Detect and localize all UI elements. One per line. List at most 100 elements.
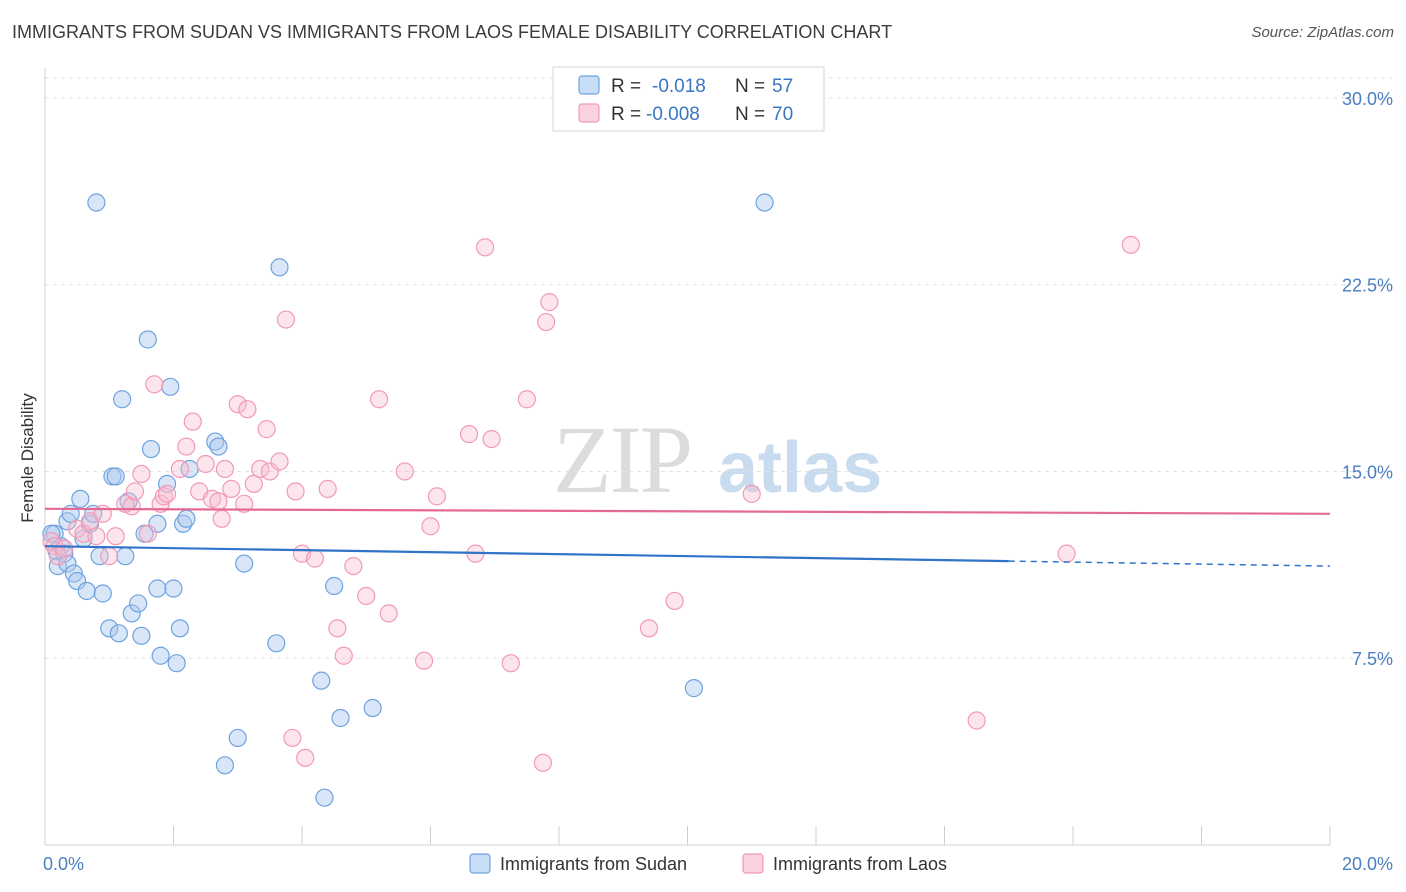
laos-point [283,728,302,748]
sudan-point [206,432,225,451]
laos-point [344,556,363,576]
laos-point [639,619,659,638]
laos-point [48,547,67,566]
laos-point [517,390,536,409]
sudan-point [68,571,87,591]
laos-point [276,310,296,329]
sudan-point [331,708,350,728]
laos-point [533,753,553,772]
legend-r-label-laos: R = [611,104,641,125]
sudan-point [129,594,148,613]
legend-swatch-sudan [578,75,600,95]
bottom-legend-label-laos: Immigrants from Laos [773,854,947,874]
laos-point [154,487,173,506]
laos-point [357,586,376,606]
laos-point [93,504,112,523]
laos-point [228,395,247,414]
sudan-point [209,437,228,456]
legend-n-value-laos: 70 [772,104,793,125]
legend-n-label-laos: N = [735,104,765,125]
sudan-point [684,679,704,698]
sudan-point [161,377,180,396]
sudan-point [755,193,774,212]
sudan-point [315,788,334,807]
sudan-point [325,576,344,596]
laos-point [305,549,324,568]
laos-point [967,711,986,730]
laos-point [427,487,447,506]
laos-point [328,619,347,638]
laos-point [318,479,337,498]
laos-point [286,482,305,501]
sudan-point [215,756,234,775]
tick-labels: 7.5% 15.0% 22.5% 30.0% 0.0% 20.0% [43,89,1393,874]
sudan-point [164,579,183,598]
laos-point [87,527,106,546]
y-tick-label: 7.5% [1352,649,1393,669]
laos-point [540,293,559,312]
y-tick-label: 30.0% [1342,89,1393,109]
laos-point [1121,235,1140,254]
laos-point [138,524,157,543]
laos-point [482,429,501,449]
laos-point [537,312,556,332]
sudan-point [228,728,247,748]
sudan-trend-line [44,545,1009,563]
legend-r-label-sudan: R = [611,76,641,97]
laos-point [370,390,389,409]
sudan-point [267,634,286,653]
sudan-point [148,579,167,598]
sudan-point [100,619,119,638]
bottom-legend-label-sudan: Immigrants from Sudan [500,854,687,874]
trend-lines [44,507,1331,567]
laos-point [459,425,479,444]
sudan-point [312,671,331,690]
y-tick-label: 22.5% [1342,276,1393,296]
sudan-point [177,509,196,528]
legend-n-value-sudan: 57 [772,76,793,97]
sudan-point [167,654,186,673]
laos-point [1057,544,1076,563]
data-points [42,193,1140,807]
laos-point [421,517,440,536]
y-axis-label: Female Disability [18,393,37,523]
sudan-point [132,626,151,645]
sudan-point [116,547,135,566]
laos-point [270,452,289,471]
laos-point [170,459,190,479]
sudan-point [93,584,112,603]
sudan-point [170,619,190,638]
laos-point [257,420,276,439]
laos-point [177,437,196,456]
laos-point [209,492,228,511]
sudan-point [235,554,254,573]
laos-point [742,484,761,503]
laos-point [212,509,231,528]
watermark-atlas: atlas [718,428,882,508]
sudan-point [138,330,157,349]
laos-point [334,646,353,665]
laos-point [235,494,254,513]
laos-point [55,539,74,558]
sudan-point [122,604,141,623]
laos-point [122,497,141,516]
stats-legend: R = -0.018 N = 57 R = -0.008 N = 70 [552,66,825,132]
laos-point [238,400,257,419]
laos-point [106,527,125,546]
sudan-point [363,698,382,718]
laos-point [414,651,434,670]
bottom-legend-swatch-laos [742,853,764,874]
laos-point [476,238,495,257]
laos-point [215,459,234,479]
laos-trend-line [44,507,1331,515]
source-label: Source: ZipAtlas.com [1251,24,1394,41]
sudan-point [270,258,289,277]
bottom-legend-swatch-sudan [469,853,491,874]
laos-point [501,654,520,673]
sudan-point [141,439,161,459]
sudan-trend-extension [1008,560,1331,567]
watermark-zip: ZIP [553,406,691,513]
sudan-point [87,193,106,212]
legend-n-label-sudan: N = [735,76,765,97]
laos-point [260,462,279,481]
